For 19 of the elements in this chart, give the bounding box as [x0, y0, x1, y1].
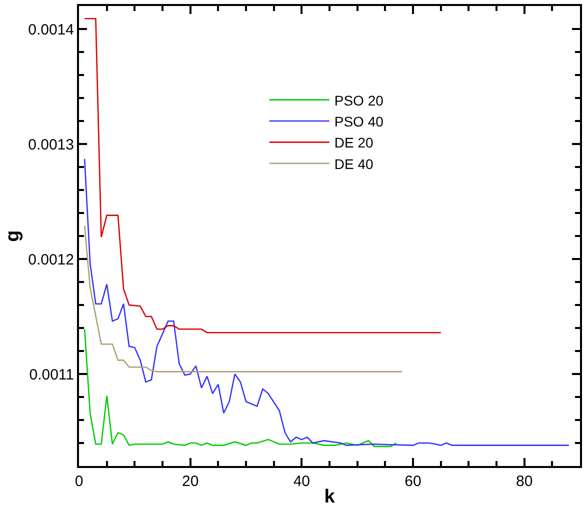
- y-tick-label: 0.0014: [28, 21, 74, 38]
- x-tick-label: 0: [74, 473, 84, 490]
- legend-label: PSO 40: [334, 113, 384, 130]
- y-tick-label: 0.0013: [28, 136, 74, 154]
- x-tick-label: 20: [182, 473, 199, 490]
- line-series: [84, 158, 570, 446]
- y-axis-title: g: [2, 230, 24, 242]
- line-series: [84, 225, 403, 372]
- y-tick-label: 0.0011: [29, 366, 74, 384]
- legend-label: DE 20: [334, 134, 374, 151]
- x-tick-label: 40: [293, 473, 310, 490]
- legend-label: DE 40: [334, 156, 374, 172]
- line-series: [84, 18, 442, 334]
- legend-label: PSO 20: [334, 92, 384, 108]
- x-tick-label: 60: [404, 473, 422, 490]
- x-axis-title: k: [324, 486, 336, 508]
- x-tick-label: 80: [516, 473, 533, 490]
- y-tick-label: 0.0012: [28, 251, 74, 268]
- line-series: [84, 328, 397, 448]
